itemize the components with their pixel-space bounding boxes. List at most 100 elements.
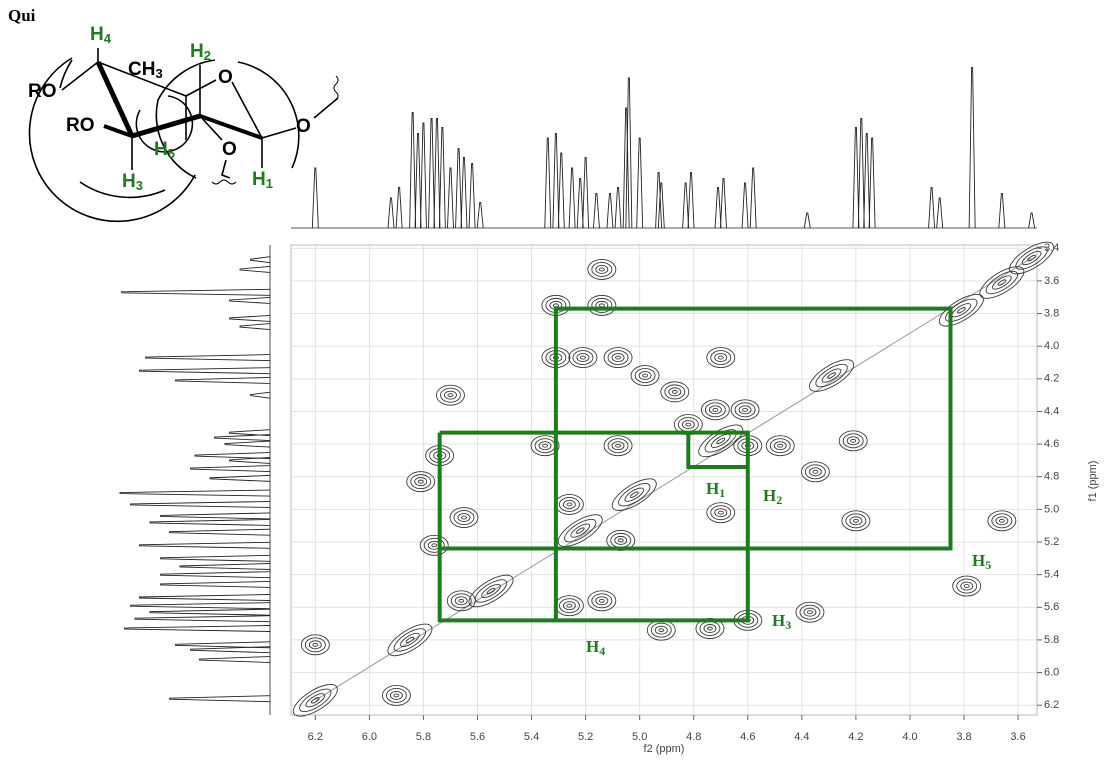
cross-peak — [807, 610, 813, 615]
cross-peak — [530, 435, 560, 457]
atom-label: H4 — [90, 24, 112, 46]
atom-sub: 1 — [266, 176, 273, 191]
diagonal-peak — [299, 688, 332, 712]
cross-peak — [406, 471, 436, 493]
bond — [131, 113, 201, 139]
diagonal-peak — [387, 623, 433, 657]
x-tick-label: 5.8 — [416, 731, 431, 743]
x-tick-label: 4.0 — [902, 731, 917, 743]
cross-peak — [846, 436, 860, 446]
f2-projection-peak — [998, 193, 1006, 229]
cross-peak — [634, 368, 656, 384]
cross-peak — [730, 399, 760, 421]
cross-peak — [664, 384, 686, 400]
x-tick-label: 3.8 — [956, 731, 971, 743]
x-tick-label: 6.2 — [308, 731, 323, 743]
bond — [61, 61, 99, 91]
y-tick-label: 4.6 — [1044, 438, 1059, 450]
cross-peak — [734, 402, 756, 418]
f2-projection-peak — [428, 118, 436, 229]
f1-projection-peak — [134, 615, 271, 623]
cross-peak — [450, 593, 472, 609]
cross-peak — [562, 500, 576, 509]
cross-peak — [568, 347, 598, 369]
atom-label: O — [218, 67, 233, 88]
cross-peak — [436, 384, 465, 406]
cross-peak — [671, 389, 678, 394]
x-tick-label: 5.0 — [632, 731, 647, 743]
f2-projection-peak — [387, 197, 395, 229]
cross-peak — [777, 443, 784, 448]
f1-projection-peak — [130, 602, 271, 610]
cross-peak — [677, 417, 699, 432]
f1-projection-peak — [149, 608, 271, 616]
bond — [95, 60, 135, 138]
cross-peak — [800, 461, 830, 483]
cross-peak — [660, 381, 690, 403]
f2-projection-peak — [655, 172, 663, 229]
annotation-sub: 2 — [776, 493, 782, 507]
f1-projection-peak — [169, 528, 271, 536]
cross-peak — [591, 593, 613, 609]
annotation: H3 — [772, 611, 791, 632]
f2-projection-peak — [636, 137, 644, 229]
f2-projection-peak — [544, 137, 552, 229]
f2-projection-peak — [741, 182, 749, 229]
cross-peak — [444, 390, 457, 400]
diagonal-peak — [938, 294, 984, 327]
y-tick-label: 3.8 — [1044, 307, 1059, 319]
cross-peak — [803, 607, 817, 617]
cross-peak — [960, 581, 974, 591]
x-tick-label: 5.4 — [524, 731, 539, 743]
arrow-arc — [59, 59, 73, 89]
cross-peak — [598, 267, 605, 272]
f2-projection-peak — [852, 127, 860, 229]
atom-label: O — [296, 116, 311, 137]
f2-projection-peak — [1028, 212, 1036, 229]
cross-peak — [714, 508, 728, 518]
correlation-path — [437, 430, 750, 623]
cross-peak — [446, 590, 476, 612]
atom: H — [122, 171, 136, 192]
cross-peak — [804, 464, 826, 480]
f2-projection-peak — [447, 167, 454, 229]
cross-peak — [423, 537, 445, 553]
f2-projection-peak — [395, 187, 403, 229]
diagonal-peak — [629, 491, 639, 498]
cross-peak — [654, 625, 668, 635]
atom-sub: 3 — [155, 66, 162, 81]
cross-peak — [552, 303, 559, 308]
x-tick-label: 4.4 — [794, 731, 809, 743]
cross-peak — [714, 353, 728, 363]
diagonal-peak — [400, 632, 420, 648]
x-axis-label: f2 (ppm) — [644, 743, 685, 755]
f1-projection-peak — [179, 563, 271, 570]
cross-peak — [738, 405, 752, 415]
f1-projection-peak — [160, 580, 271, 588]
diagonal-peak — [992, 275, 1012, 290]
cross-peak — [963, 584, 970, 589]
y-tick-label: 4.2 — [1044, 373, 1059, 385]
correlation-path — [439, 306, 953, 621]
f2-projection-peak — [468, 163, 476, 229]
f1-projection-peak — [169, 695, 271, 703]
cross-peak — [534, 438, 556, 454]
atom-sub: 4 — [104, 31, 112, 46]
cross-peak — [700, 399, 730, 421]
x-tick-label: 4.6 — [740, 731, 755, 743]
cross-peak — [617, 538, 624, 543]
diagonal-peak — [557, 514, 603, 547]
x-tick-label: 3.6 — [1010, 731, 1025, 743]
cross-peak — [712, 407, 719, 412]
f1-projection-peak — [190, 646, 271, 654]
diagonal-peak — [704, 429, 737, 453]
atom-label: RO — [66, 115, 95, 136]
cross-peak — [587, 294, 617, 316]
diagonal-peak — [486, 587, 496, 595]
cross-peak — [591, 297, 613, 313]
cross-peak — [812, 469, 819, 474]
f2-projection-peak — [606, 193, 614, 229]
cross-peak — [703, 624, 717, 633]
cross-peak — [642, 373, 649, 378]
